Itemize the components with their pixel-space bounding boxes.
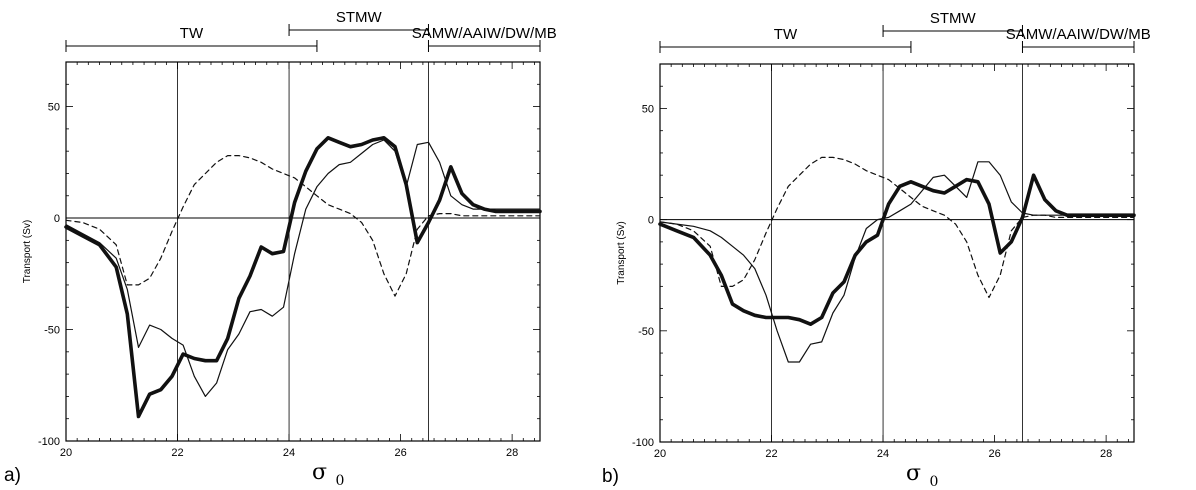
y-axis-label: Transport (Sv) xyxy=(22,220,33,284)
x-axis-label-subscript: 0 xyxy=(336,473,345,489)
series-line-thick xyxy=(64,136,542,419)
x-tick-label: 28 xyxy=(1100,448,1112,460)
y-tick-label: 0 xyxy=(648,215,654,227)
series-line-dashed xyxy=(65,155,541,297)
water-mass-label: STMW xyxy=(336,9,383,26)
panel-letter: b) xyxy=(602,466,619,487)
x-axis-label: σ xyxy=(312,460,327,485)
water-mass-label: SAMW/AAIW/DW/MB xyxy=(1006,26,1151,43)
water-mass-label: TW xyxy=(774,26,798,43)
series-line-thick xyxy=(658,173,1136,327)
plot-frame xyxy=(659,63,1135,443)
series-line-dashed xyxy=(659,156,1135,299)
y-tick-label: -100 xyxy=(632,437,654,449)
water-mass-brackets: TW STMW SAMW/AAIW/DW/MB xyxy=(65,9,557,52)
water-mass-label: STMW xyxy=(930,10,977,27)
panel-letter: a) xyxy=(4,465,21,486)
series-line-thin xyxy=(659,161,1135,363)
x-tick-label: 20 xyxy=(60,447,72,459)
x-tick-label: 22 xyxy=(171,447,183,459)
y-tick-label: 0 xyxy=(54,213,60,225)
y-tick-label: 50 xyxy=(48,102,60,114)
chart-a: TW STMW SAMW/AAIW/DW/MB 20 22 24 26 28 -100 -50 0 5… xyxy=(4,9,557,489)
y-axis-label: Transport (Sv) xyxy=(616,221,627,285)
y-tick-label: -50 xyxy=(638,326,654,338)
x-tick-label: 24 xyxy=(283,447,295,459)
x-tick-label: 26 xyxy=(394,447,406,459)
x-axis-label-subscript: 0 xyxy=(930,474,939,490)
plot-frame xyxy=(65,61,541,442)
water-mass-label: SAMW/AAIW/DW/MB xyxy=(412,25,557,42)
y-tick-label: -100 xyxy=(38,436,60,448)
x-tick-label: 22 xyxy=(765,448,777,460)
x-tick-label: 26 xyxy=(988,448,1000,460)
x-tick-label: 20 xyxy=(654,448,666,460)
water-mass-brackets: TW STMW SAMW/AAIW/DW/MB xyxy=(659,10,1151,53)
series-line-thin xyxy=(65,139,541,397)
water-mass-label: TW xyxy=(180,25,204,42)
panel-b: TW STMW SAMW/AAIW/DW/MB 20 22 24 26 28 -100 -50 0 5… xyxy=(598,0,1196,490)
panel-a: TW STMW SAMW/AAIW/DW/MB 20 22 24 26 28 -100 -50 0 5… xyxy=(4,9,557,489)
x-tick-label: 24 xyxy=(877,448,889,460)
x-axis-label: σ xyxy=(906,461,921,486)
y-tick-label: -50 xyxy=(44,325,60,337)
x-tick-label: 28 xyxy=(506,447,518,459)
chart-b: TW STMW SAMW/AAIW/DW/MB 20 22 24 26 28 -100 -50 0 5… xyxy=(602,10,1151,490)
y-tick-label: 50 xyxy=(642,103,654,115)
